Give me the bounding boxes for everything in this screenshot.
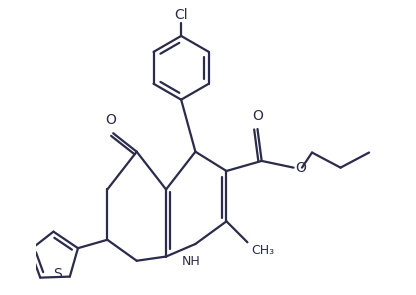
Text: Cl: Cl (174, 8, 188, 22)
Text: O: O (105, 113, 116, 127)
Text: O: O (295, 161, 306, 175)
Text: O: O (252, 109, 263, 123)
Text: NH: NH (182, 255, 201, 268)
Text: CH₃: CH₃ (251, 244, 274, 257)
Text: S: S (53, 267, 62, 281)
